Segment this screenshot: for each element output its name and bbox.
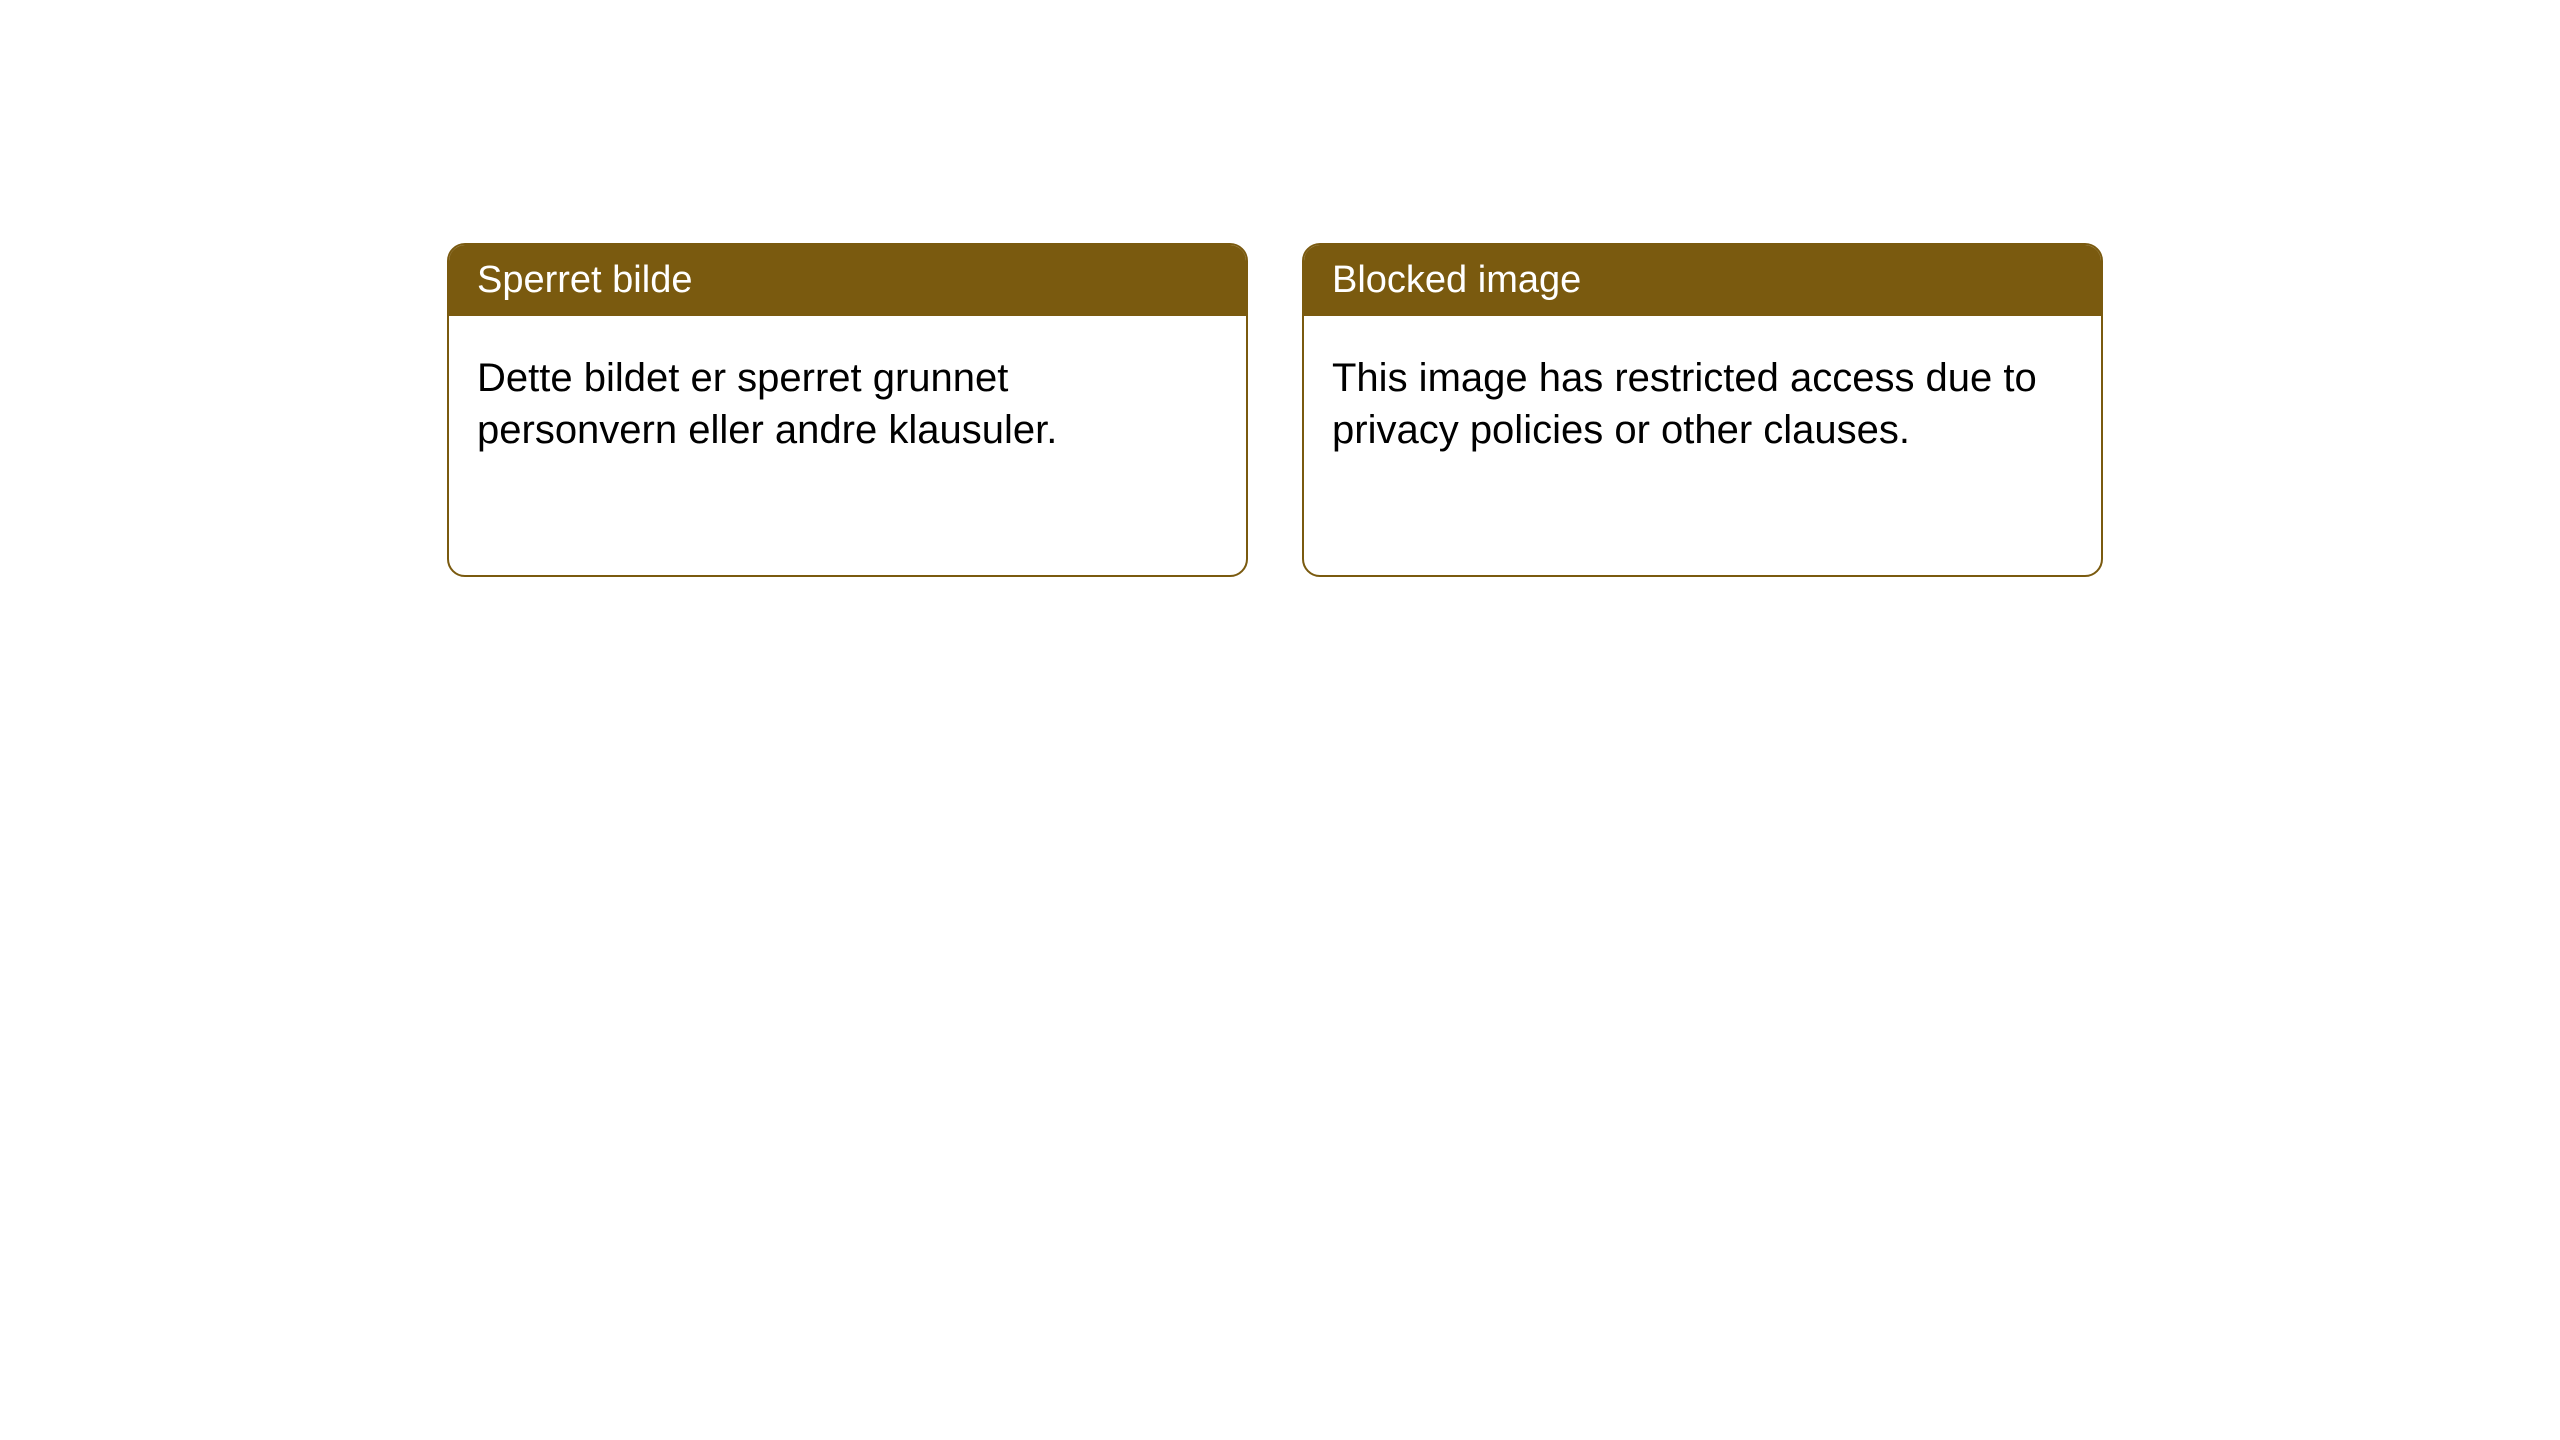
cards-container: Sperret bilde Dette bildet er sperret gr…	[0, 0, 2560, 577]
blocked-image-card-norwegian: Sperret bilde Dette bildet er sperret gr…	[447, 243, 1248, 577]
card-header: Blocked image	[1304, 245, 2101, 316]
card-body: Dette bildet er sperret grunnet personve…	[449, 316, 1246, 492]
card-header: Sperret bilde	[449, 245, 1246, 316]
blocked-image-card-english: Blocked image This image has restricted …	[1302, 243, 2103, 577]
card-body: This image has restricted access due to …	[1304, 316, 2101, 492]
